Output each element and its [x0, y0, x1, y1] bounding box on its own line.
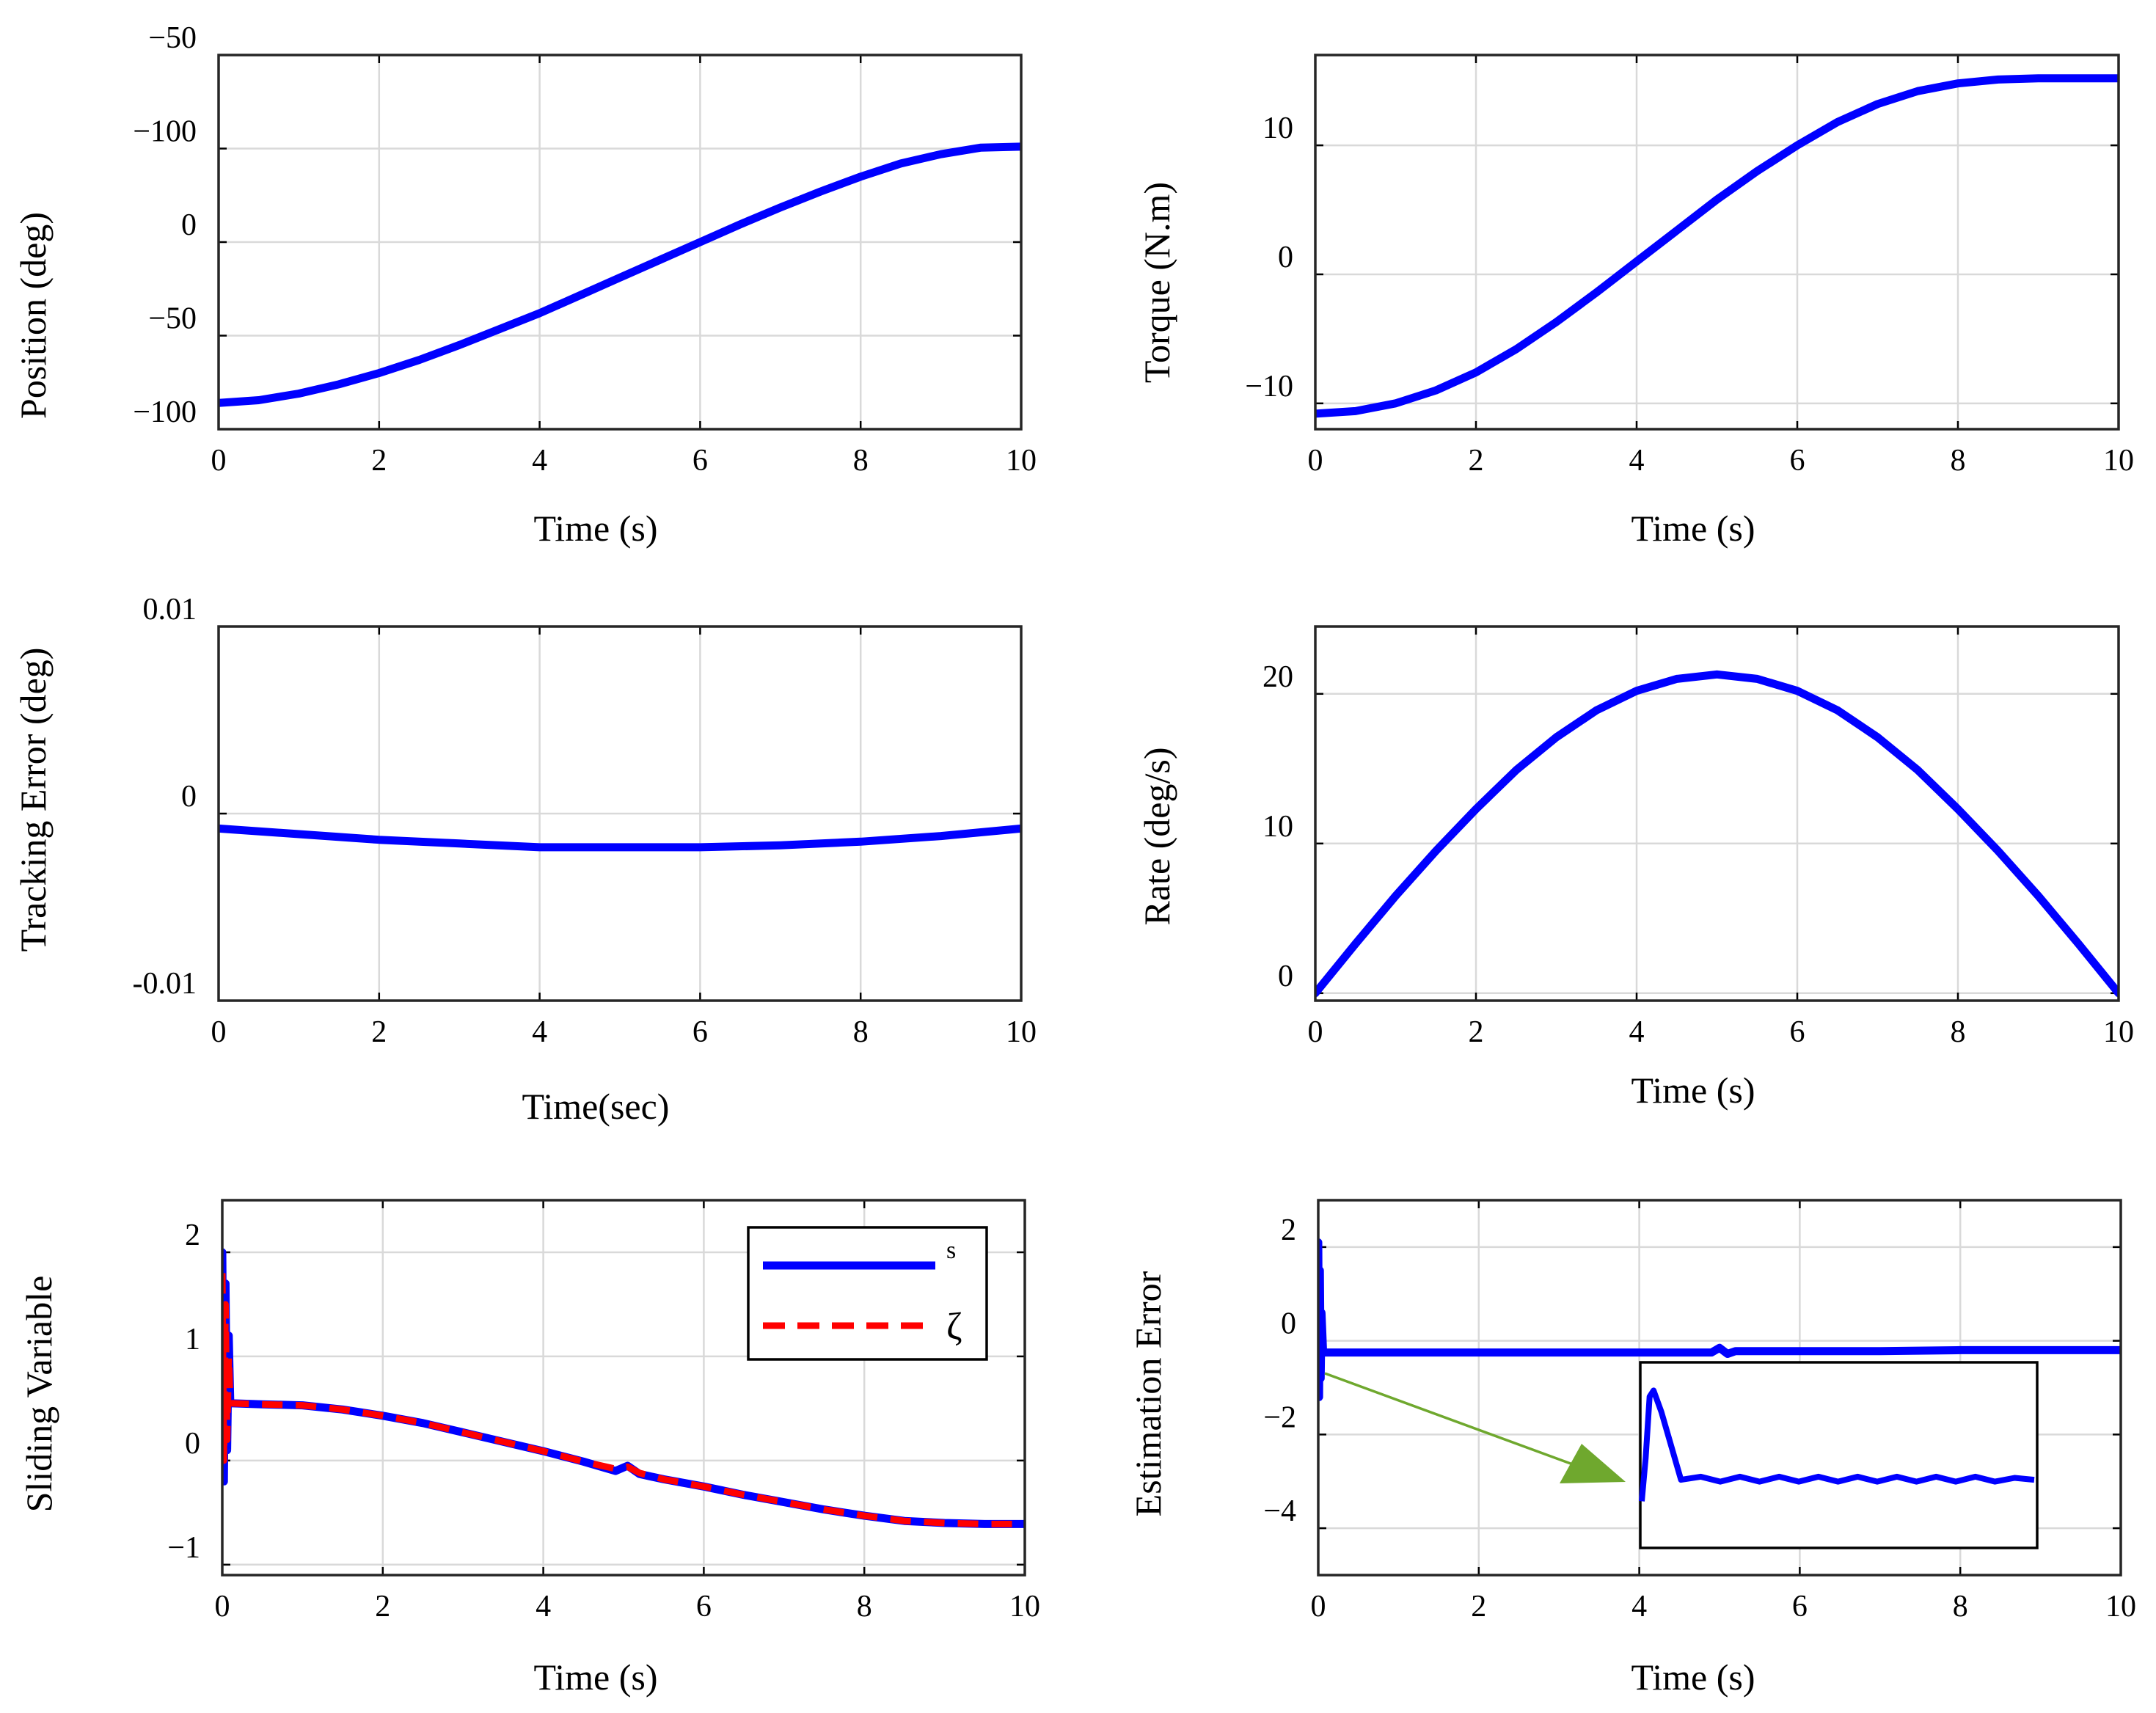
x-tick-label: 8	[1951, 1015, 1966, 1049]
plot-frame	[217, 54, 1023, 431]
inset-arrow-head	[1560, 1444, 1626, 1483]
series-estimation-error-0	[1318, 1238, 2121, 1401]
x-tick-label: 10	[2105, 1590, 2136, 1623]
plot-frame	[221, 1199, 1026, 1577]
inset-arrow-line	[1324, 1372, 1585, 1470]
y-tick-label: 20	[1262, 660, 1293, 694]
x-tick-label: 2	[1469, 1015, 1484, 1049]
x-tick-label: 4	[536, 1590, 551, 1623]
x-tick-label: 0	[1308, 1015, 1323, 1049]
x-tick-label: 0	[211, 444, 227, 478]
y-tick-label: 2	[185, 1219, 200, 1252]
y-tick-label: 0	[1281, 1307, 1296, 1341]
x-tick-label: 2	[375, 1590, 390, 1623]
y-tick-label: −10	[1245, 370, 1293, 403]
x-axis-label: Time (s)	[533, 1657, 657, 1698]
y-tick-label: 0	[1278, 241, 1293, 274]
x-tick-label: 8	[853, 1015, 869, 1049]
y-tick-label: 0.01	[143, 593, 197, 627]
y-axis-label: Position (deg)	[12, 212, 54, 419]
x-tick-label: 6	[1790, 444, 1805, 478]
chart-tracking-error: 0 2 4 6 8 10 -0.01 0 0.01 Time(sec) Tracking Error…	[12, 593, 1037, 1127]
x-tick-label: 10	[2103, 444, 2134, 478]
y-axis-label: Estimation Error	[1128, 1271, 1169, 1516]
y-tick-label: 10	[1262, 112, 1293, 145]
plot-frame	[1317, 1199, 2122, 1577]
x-tick-label: 0	[211, 1015, 227, 1049]
y-axis-label: Sliding Variable	[18, 1276, 59, 1513]
x-tick-label: 0	[1311, 1590, 1326, 1623]
y-tick-label: 10	[1262, 810, 1293, 844]
plot-frame	[1314, 54, 2120, 431]
x-tick-label: 6	[693, 1015, 708, 1049]
plot-frame	[217, 625, 1023, 1002]
y-tick-label: −100	[133, 395, 197, 429]
x-tick-label: 2	[1471, 1590, 1486, 1623]
x-axis-label: Time (s)	[533, 508, 657, 549]
y-tick-label: −2	[1263, 1400, 1296, 1434]
chart-torque: 0 2 4 6 8 10 −10 0 10 Time (s) Torque (N.m)	[1136, 54, 2134, 549]
x-tick-label: 6	[693, 444, 708, 478]
x-tick-label: 0	[1308, 444, 1323, 478]
y-tick-label: 2	[1281, 1213, 1296, 1247]
inset-series	[1639, 1387, 2035, 1502]
y-tick-label: −1	[167, 1531, 200, 1565]
x-tick-label: 4	[1631, 1590, 1647, 1623]
x-tick-label: 6	[1792, 1590, 1808, 1623]
x-tick-label: 0	[215, 1590, 230, 1623]
series-position-0	[219, 142, 1021, 407]
x-tick-label: 10	[1006, 1015, 1037, 1049]
x-tick-label: 2	[371, 444, 387, 478]
legend-label-0: s	[946, 1237, 956, 1264]
x-tick-label: 8	[853, 444, 869, 478]
x-axis-label: Time (s)	[1631, 508, 1755, 549]
x-tick-label: 10	[1009, 1590, 1040, 1623]
inset-frame	[1639, 1361, 2039, 1549]
x-tick-label: 4	[1629, 444, 1645, 478]
chart-position: 0 2 4 6 8 10 −100 −50 0 −100 −50 Time (s) Position (…	[12, 21, 1037, 549]
inset	[1324, 1361, 2039, 1549]
x-tick-label: 2	[371, 1015, 387, 1049]
plot-frame	[1314, 625, 2120, 1002]
legend-box	[747, 1226, 988, 1361]
x-tick-label: 8	[857, 1590, 872, 1623]
x-tick-label: 10	[1006, 444, 1037, 478]
legend: sζ	[747, 1226, 988, 1361]
x-tick-label: 6	[696, 1590, 712, 1623]
y-tick-label: 1	[185, 1323, 200, 1356]
y-tick-label: −50	[148, 21, 197, 55]
x-tick-label: 4	[532, 444, 547, 478]
series-rate-0	[1315, 670, 2119, 998]
series-torque-0	[1315, 74, 2119, 418]
y-tick-label: 0	[1278, 960, 1293, 993]
x-tick-label: 6	[1790, 1015, 1805, 1049]
x-tick-label: 4	[532, 1015, 547, 1049]
series-tracking-error-0	[219, 824, 1021, 852]
x-axis-label: Time (s)	[1631, 1657, 1755, 1698]
y-tick-label: −4	[1263, 1494, 1296, 1528]
x-tick-label: 2	[1469, 444, 1484, 478]
legend-label-1: ζ	[946, 1306, 962, 1348]
y-tick-label: −100	[133, 115, 197, 149]
series-sliding-variable-1	[222, 1273, 1025, 1527]
y-tick-label: 0	[181, 780, 197, 814]
x-tick-label: 8	[1953, 1590, 1968, 1623]
x-tick-label: 8	[1951, 444, 1966, 478]
y-tick-label: 0	[181, 208, 197, 242]
y-tick-label: 0	[185, 1427, 200, 1461]
x-axis-label: Time(sec)	[522, 1086, 670, 1127]
x-tick-label: 4	[1629, 1015, 1645, 1049]
x-tick-label: 10	[2103, 1015, 2134, 1049]
y-tick-label: −50	[148, 302, 197, 336]
y-axis-label: Torque (N.m)	[1136, 182, 1177, 383]
y-axis-label: Rate (deg/s)	[1136, 748, 1177, 926]
y-tick-label: -0.01	[133, 967, 197, 1001]
y-axis-label: Tracking Error (deg)	[12, 648, 54, 952]
chart-rate: 0 2 4 6 8 10 0 10 20 Time (s) Rate (deg/s)	[1136, 625, 2134, 1111]
chart-estimation-error: 0 2 4 6 8 10 −4 −2 0 2 Time (s) Estimation Error	[1128, 1199, 2136, 1698]
x-axis-label: Time (s)	[1631, 1070, 1755, 1111]
